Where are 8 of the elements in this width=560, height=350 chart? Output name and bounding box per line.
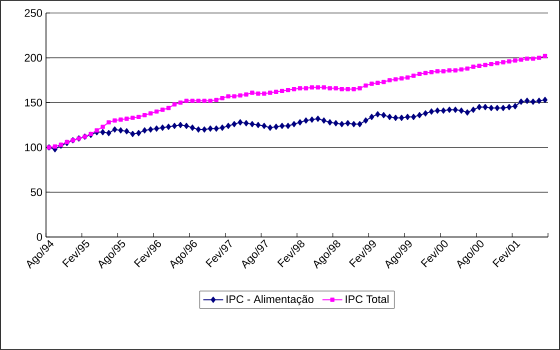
y-tick-label: 0	[36, 233, 42, 241]
y-tick-label: 50	[30, 188, 42, 196]
y-tick-label: 100	[25, 144, 42, 152]
legend-label: IPC - Alimentação	[226, 295, 314, 306]
y-tick-label: 200	[24, 54, 42, 62]
legend-label: IPC Total	[346, 295, 389, 304]
y-tick-label: 250	[24, 9, 42, 17]
y-tick-label: 150	[25, 98, 42, 106]
